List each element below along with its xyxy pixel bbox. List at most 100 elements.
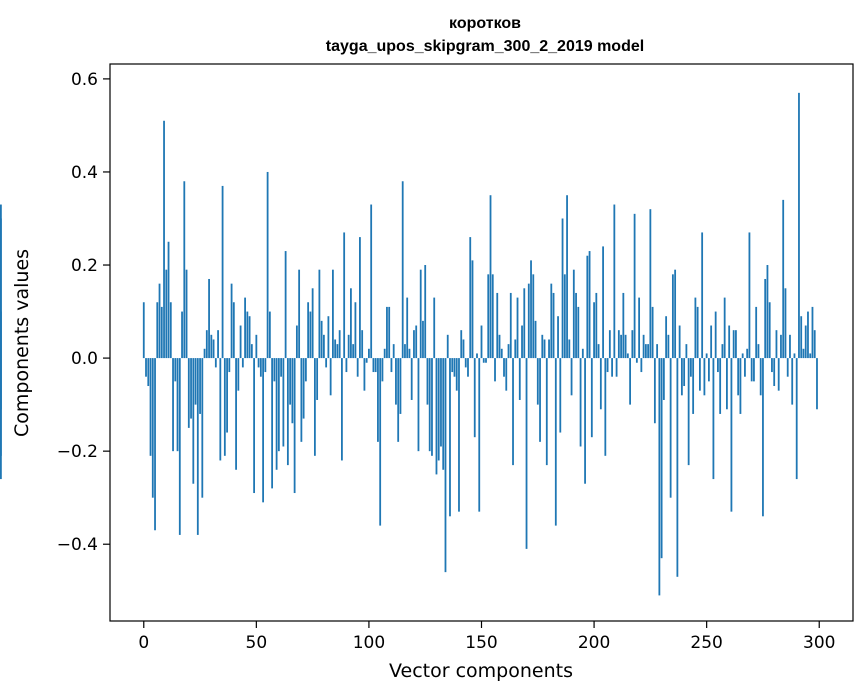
bar: [199, 358, 201, 414]
bar: [266, 171, 269, 359]
bar: [523, 288, 526, 359]
bar: [771, 358, 773, 373]
bar: [491, 274, 494, 359]
bar: [800, 316, 803, 359]
bar: [388, 306, 391, 359]
bar: [190, 358, 192, 419]
bar: [208, 278, 210, 359]
bar: [550, 283, 553, 359]
bar: [0, 358, 2, 410]
bar: [424, 265, 427, 359]
bar: [487, 274, 490, 359]
bar: [365, 358, 368, 363]
bar: [192, 358, 195, 484]
bar: [633, 213, 636, 359]
bar: [178, 358, 181, 535]
bar: [464, 358, 467, 368]
bar: [426, 358, 429, 405]
bar: [503, 358, 505, 377]
bar: [449, 358, 451, 517]
bar: [741, 353, 744, 359]
bar: [640, 358, 643, 373]
bar: [534, 320, 537, 359]
bar: [620, 334, 622, 359]
y-tick-label: −0.2: [57, 442, 98, 462]
bar: [732, 330, 735, 359]
x-tick-label: 250: [690, 633, 722, 653]
bar: [816, 358, 818, 410]
bar: [203, 348, 206, 359]
y-tick-label: 0.2: [71, 256, 98, 276]
bar: [804, 325, 807, 359]
bar: [304, 358, 307, 382]
x-tick-label: 200: [578, 633, 610, 653]
bar: [516, 297, 519, 359]
bar: [478, 358, 481, 512]
bar: [386, 306, 388, 359]
bar: [802, 348, 805, 359]
bar: [413, 330, 415, 359]
bar: [660, 358, 663, 559]
x-tick-label: 50: [246, 633, 268, 653]
bar: [476, 353, 478, 359]
bar: [442, 358, 445, 470]
y-tick-label: 0.0: [71, 349, 98, 369]
bar: [352, 344, 355, 359]
bar: [680, 358, 683, 396]
bar: [309, 311, 312, 359]
bar: [662, 358, 665, 400]
bar: [671, 274, 674, 359]
bar: [214, 358, 217, 368]
bar: [728, 325, 731, 359]
bar: [685, 344, 688, 359]
bar: [167, 241, 170, 359]
bar: [295, 325, 298, 359]
bar: [723, 297, 726, 359]
bar: [469, 237, 472, 359]
bar: [239, 325, 242, 359]
bar: [289, 358, 292, 405]
bar: [325, 358, 328, 368]
bar: [217, 330, 219, 359]
bar: [638, 297, 641, 359]
bar: [615, 358, 618, 377]
bar: [658, 358, 661, 596]
bar: [525, 358, 528, 549]
bar: [599, 358, 602, 410]
bar: [194, 358, 197, 405]
bar: [651, 306, 654, 359]
bar: [253, 358, 255, 494]
bar: [174, 358, 177, 382]
bar: [635, 358, 638, 363]
bar: [577, 306, 580, 359]
bar: [142, 302, 145, 359]
bar: [766, 265, 769, 359]
bar: [332, 269, 334, 359]
bar: [444, 358, 447, 573]
bar: [780, 334, 782, 359]
bar: [554, 358, 557, 526]
bar: [683, 358, 686, 387]
bar: [368, 348, 370, 359]
bar: [694, 297, 697, 359]
bar: [744, 358, 746, 377]
bar: [566, 195, 568, 359]
bar: [390, 358, 393, 373]
bar: [169, 302, 172, 359]
bar: [714, 311, 717, 359]
bar: [277, 358, 280, 452]
bar: [307, 302, 310, 359]
bar: [246, 311, 249, 359]
bar: [181, 311, 183, 359]
bar: [530, 260, 532, 359]
bar: [440, 358, 442, 447]
bar: [298, 269, 301, 359]
x-tick-label: 100: [353, 633, 385, 653]
bar: [431, 358, 433, 456]
bar: [791, 358, 794, 405]
bar: [329, 358, 332, 396]
bar: [699, 358, 701, 391]
bar: [784, 288, 787, 359]
bar: [446, 334, 449, 359]
bar: [782, 199, 785, 359]
